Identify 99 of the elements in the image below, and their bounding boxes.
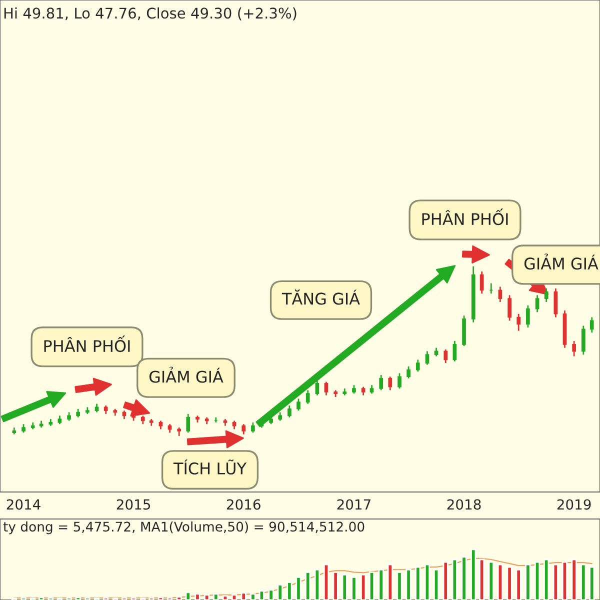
bar (442, 561, 448, 600)
bar (277, 584, 283, 600)
bar (506, 566, 512, 600)
bar (342, 574, 348, 600)
bar (580, 564, 586, 600)
bar (424, 564, 430, 600)
text: ty dong = 5,475.72, MA1(Volume,50) = 90,514,512.00 (3, 521, 364, 534)
bar (323, 564, 330, 600)
candlestick (425, 350, 430, 366)
bar (185, 592, 191, 600)
candlestick (554, 288, 558, 318)
bar (470, 548, 476, 600)
bar (406, 568, 412, 600)
bar (497, 564, 504, 600)
bar (488, 561, 494, 600)
x-tick-label: 2018 (447, 499, 481, 510)
bar (66, 597, 72, 600)
bar (148, 597, 154, 600)
text: TÍCH LŨY (173, 459, 247, 474)
bar (286, 582, 292, 600)
bar (296, 576, 302, 600)
candlestick (416, 358, 420, 372)
bar (461, 556, 467, 600)
bar (130, 597, 136, 600)
annotation: TĂNG GIÁ (282, 289, 360, 305)
bar (103, 597, 109, 600)
candlestick (516, 313, 521, 332)
bar (48, 597, 54, 600)
candlestick (526, 304, 530, 328)
candlestick (498, 286, 502, 303)
bar (396, 571, 402, 600)
bar (314, 568, 320, 600)
candlestick (444, 348, 448, 364)
bar (378, 568, 384, 600)
candlestick (296, 398, 300, 412)
bar (351, 576, 357, 600)
candlestick (544, 288, 548, 303)
candlestick (379, 374, 384, 391)
bar (38, 596, 44, 600)
text: Hi 49.81, Lo 47.76, Close 49.30 (+2.3%) (4, 7, 296, 20)
bar (258, 590, 265, 600)
bar (213, 593, 219, 600)
candlestick (324, 381, 328, 396)
bar (250, 593, 256, 600)
bar (360, 574, 366, 600)
candlestick (315, 379, 320, 396)
annotation: PHÂN PHỐI (44, 335, 130, 352)
candlestick (242, 423, 246, 436)
bar (479, 558, 485, 600)
bar (231, 594, 238, 600)
candlestick (398, 372, 402, 390)
candlestick (186, 413, 190, 434)
bar (84, 597, 90, 600)
bar (268, 589, 274, 600)
bar (158, 596, 164, 600)
candlestick (590, 316, 594, 334)
bar (20, 597, 26, 600)
bar (222, 595, 228, 600)
x-tick-label: 2014 (6, 499, 40, 510)
bar (305, 571, 311, 600)
candlestick (535, 294, 540, 313)
bar (415, 566, 421, 600)
candlestick (508, 294, 512, 322)
bar (571, 558, 577, 600)
bar (204, 594, 210, 600)
bar (552, 564, 558, 600)
candlestick (388, 376, 392, 391)
candlestick (581, 325, 586, 356)
bar (589, 566, 595, 600)
bar (75, 596, 81, 600)
annotation: GIẢM GIÁ (524, 254, 598, 270)
bar (387, 564, 393, 600)
text: PHÂN PHỐI (422, 208, 508, 226)
bar (516, 568, 522, 600)
candlestick (572, 340, 576, 357)
bar (433, 568, 440, 600)
bar (121, 597, 128, 600)
bar (166, 597, 173, 600)
bar (562, 561, 568, 600)
bar (368, 571, 375, 600)
x-tick-label: 2017 (337, 499, 370, 510)
x-tick-label: 2019 (557, 499, 591, 510)
bar (176, 596, 182, 600)
candlestick (452, 340, 457, 362)
bar (332, 571, 338, 600)
bar (534, 561, 540, 600)
candlestick (251, 422, 255, 434)
bar (194, 593, 200, 600)
candlestick (288, 404, 292, 418)
candlestick (406, 366, 410, 380)
bar (544, 558, 550, 600)
bar (525, 564, 531, 600)
candlestick (306, 390, 310, 404)
x-tick-label: 2015 (116, 499, 150, 510)
x-tick-label: 2016 (226, 499, 260, 510)
bar (240, 592, 246, 600)
candlestick (480, 270, 484, 294)
annotation: GIẢM GIÁ (149, 366, 224, 383)
bar (452, 558, 458, 600)
